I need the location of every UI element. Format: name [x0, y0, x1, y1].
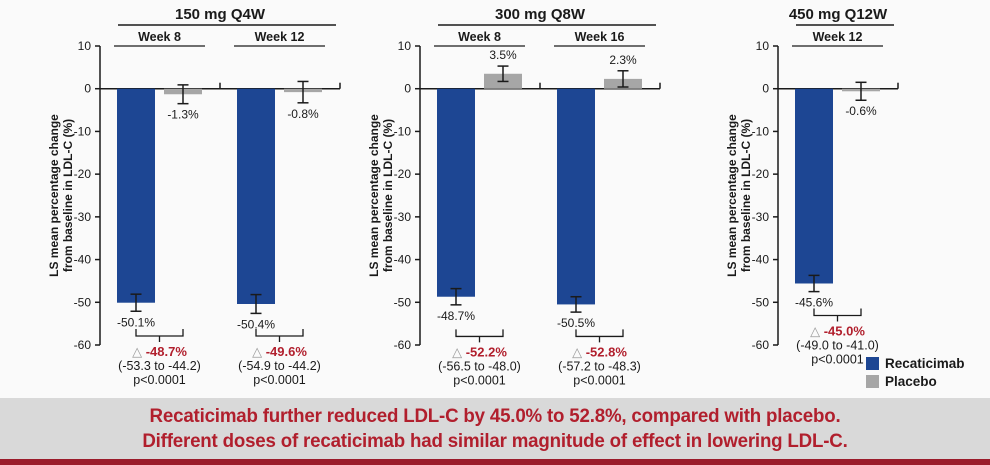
difference-label: △ -45.0%: [810, 323, 865, 338]
y-axis-title: from baseline in LDL-C (%): [739, 119, 753, 272]
y-tick-label: -30: [394, 210, 412, 224]
y-tick-label: 10: [756, 39, 770, 53]
recaticimab-swatch-icon: [866, 357, 879, 370]
y-tick-label: -60: [752, 338, 770, 352]
y-tick-label: 0: [762, 82, 769, 96]
chart-panel-300mg: 300 mg Q8W 10 0 -10 -20 -30 -40 -50 -60 LS mean p…: [367, 6, 661, 387]
y-tick-label: -40: [752, 253, 770, 267]
week-label: Week 12: [255, 30, 305, 44]
comparison-bracket: [813, 308, 862, 322]
chart-panel-450mg: 450 mg Q12W 10 0 -10 -20 -30 -40 -50 -60 LS mean …: [725, 6, 899, 366]
y-tick-label: -60: [394, 338, 412, 352]
week-label: Week 8: [458, 30, 501, 44]
y-tick-label: 10: [78, 39, 92, 53]
p-value-label: p<0.0001: [811, 352, 864, 366]
confidence-interval-label: (-57.2 to -48.3): [558, 359, 641, 373]
placebo-value-label: -0.6%: [845, 104, 877, 118]
y-tick-label: -50: [752, 295, 770, 309]
y-tick-label: 10: [398, 39, 412, 53]
y-axis-title: LS mean percentage change: [47, 114, 61, 277]
y-tick-label: -50: [394, 295, 412, 309]
y-tick-label: -40: [394, 253, 412, 267]
p-value-label: p<0.0001: [253, 373, 306, 387]
y-tick-label: -30: [752, 210, 770, 224]
p-value-label: p<0.0001: [453, 373, 506, 387]
recaticimab-value-label: -50.4%: [237, 317, 275, 331]
legend-item-placebo: Placebo: [866, 374, 965, 389]
panel-title: 150 mg Q4W: [175, 6, 266, 23]
y-tick-label: -50: [74, 295, 92, 309]
legend-label: Placebo: [885, 374, 937, 389]
confidence-interval-label: (-56.5 to -48.0): [438, 359, 521, 373]
recaticimab-bar: [437, 88, 475, 297]
comparison-bracket: [135, 328, 184, 342]
chart-row: 150 mg Q4W 10 0 -10 -20 -30 -40 -50 -60 LS mean p…: [0, 2, 916, 398]
placebo-swatch-icon: [866, 375, 879, 388]
chart-legend: Recaticimab Placebo: [866, 356, 965, 389]
y-tick-label: 0: [404, 82, 411, 96]
difference-label: △ -52.8%: [572, 344, 627, 359]
y-tick-label: -20: [74, 167, 92, 181]
comparison-bracket: [255, 328, 304, 342]
summary-line-1: Recaticimab further reduced LDL-C by 45.…: [149, 405, 841, 427]
y-tick-label: -10: [752, 124, 770, 138]
placebo-value-label: -0.8%: [287, 107, 319, 121]
legend-item-recaticimab: Recaticimab: [866, 356, 965, 371]
bottom-accent-strip: [0, 459, 990, 465]
y-axis-title: from baseline in LDL-C (%): [61, 119, 75, 272]
recaticimab-bar: [795, 88, 833, 284]
legend-label: Recaticimab: [885, 356, 965, 371]
summary-line-2: Different doses of recaticimab had simil…: [142, 430, 848, 452]
difference-label: △ -49.6%: [252, 344, 307, 359]
p-value-label: p<0.0001: [133, 373, 186, 387]
p-value-label: p<0.0001: [573, 373, 626, 387]
y-tick-label: -20: [394, 167, 412, 181]
recaticimab-value-label: -50.5%: [557, 316, 595, 330]
recaticimab-bar: [117, 88, 155, 303]
recaticimab-value-label: -48.7%: [437, 309, 475, 323]
y-tick-label: -40: [74, 253, 92, 267]
y-tick-label: -10: [394, 124, 412, 138]
recaticimab-value-label: -50.1%: [117, 315, 155, 329]
comparison-bracket: [455, 329, 504, 343]
week-label: Week 12: [813, 30, 863, 44]
placebo-value-label: 3.5%: [489, 48, 517, 62]
week-label: Week 8: [138, 30, 181, 44]
y-tick-label: 0: [84, 82, 91, 96]
placebo-value-label: 2.3%: [609, 53, 637, 67]
y-tick-label: -10: [74, 124, 92, 138]
panel-title: 300 mg Q8W: [495, 6, 586, 23]
confidence-interval-label: (-49.0 to -41.0): [796, 338, 879, 352]
week-label: Week 16: [575, 30, 625, 44]
y-axis-title: LS mean percentage change: [725, 114, 739, 277]
y-tick-label: -30: [74, 210, 92, 224]
summary-banner: Recaticimab further reduced LDL-C by 45.…: [0, 398, 990, 459]
y-tick-label: -60: [74, 338, 92, 352]
chart-panel-150mg: 150 mg Q4W 10 0 -10 -20 -30 -40 -50 -60 LS mean p…: [47, 6, 341, 387]
confidence-interval-label: (-53.3 to -44.2): [118, 359, 201, 373]
panel-title: 450 mg Q12W: [789, 6, 888, 23]
recaticimab-bar: [237, 88, 275, 304]
comparison-bracket: [575, 329, 624, 343]
y-axis-title: from baseline in LDL-C (%): [381, 119, 395, 272]
placebo-value-label: -1.3%: [167, 108, 199, 122]
y-tick-label: -20: [752, 167, 770, 181]
confidence-interval-label: (-54.9 to -44.2): [238, 359, 321, 373]
y-axis-title: LS mean percentage change: [367, 114, 381, 277]
recaticimab-bar: [557, 88, 595, 305]
recaticimab-value-label: -45.6%: [795, 296, 833, 310]
difference-label: △ -48.7%: [132, 344, 187, 359]
difference-label: △ -52.2%: [452, 344, 507, 359]
